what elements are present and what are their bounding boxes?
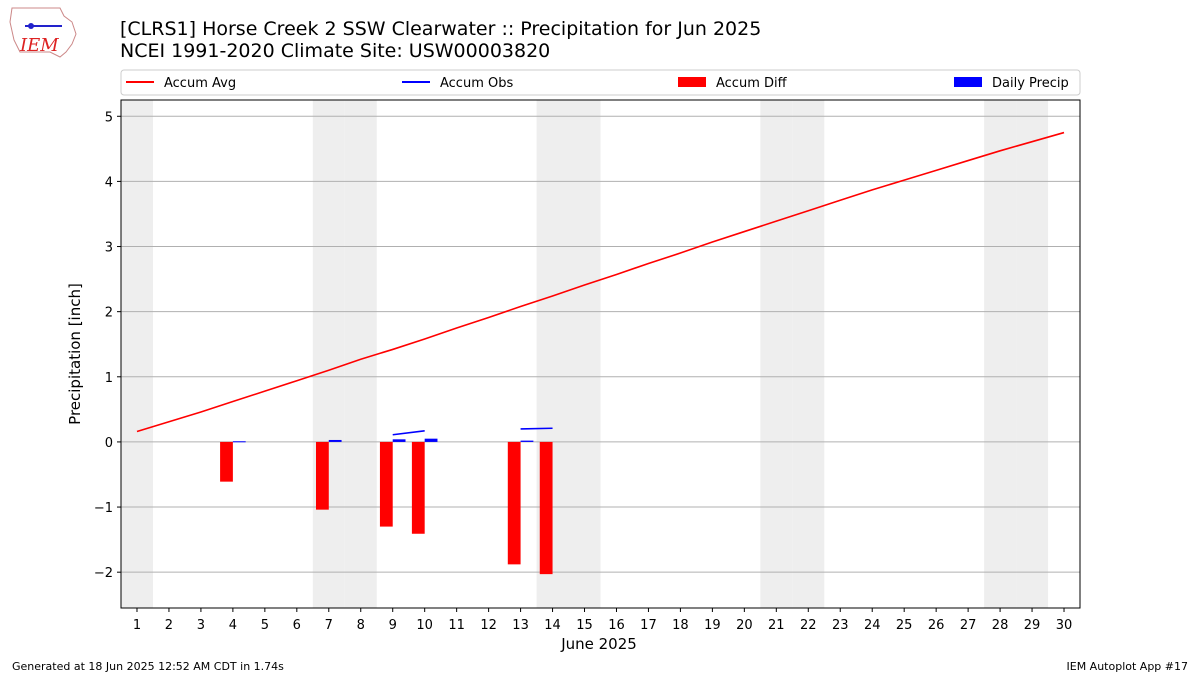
bar xyxy=(379,441,393,527)
bar xyxy=(539,441,553,575)
x-tick-label: 15 xyxy=(576,618,593,633)
bar xyxy=(424,438,438,442)
x-tick-label: 10 xyxy=(416,618,433,633)
legend-swatch xyxy=(678,77,706,87)
footer-left: Generated at 18 Jun 2025 12:52 AM CDT in… xyxy=(12,660,284,673)
footer-right: IEM Autoplot App #17 xyxy=(1067,660,1189,673)
y-tick-label: −2 xyxy=(94,566,113,581)
line-series xyxy=(392,430,425,436)
y-axis-label: Precipitation [inch] xyxy=(66,283,84,425)
x-tick-label: 9 xyxy=(389,618,397,633)
x-tick-label: 25 xyxy=(896,618,913,633)
bar xyxy=(507,441,521,565)
x-tick-label: 12 xyxy=(480,618,497,633)
legend-swatch xyxy=(954,77,982,87)
weekend-shade xyxy=(344,100,377,608)
logo: IEM xyxy=(9,7,77,58)
legend-label: Accum Avg xyxy=(164,76,236,91)
bar xyxy=(328,439,342,442)
legend-label: Accum Diff xyxy=(716,76,788,91)
x-tick-label: 14 xyxy=(544,618,561,633)
bar xyxy=(520,440,534,442)
y-tick-label: 3 xyxy=(105,241,113,256)
legend-label: Daily Precip xyxy=(992,76,1069,91)
legend xyxy=(120,69,1081,96)
logo-outline xyxy=(9,7,77,58)
x-tick-label: 30 xyxy=(1056,618,1073,633)
y-tick-label: 4 xyxy=(105,175,113,190)
x-tick-label: 20 xyxy=(736,618,753,633)
x-tick-label: 23 xyxy=(832,618,849,633)
x-tick-label: 17 xyxy=(640,618,657,633)
plot-frame xyxy=(120,99,1081,609)
x-tick-label: 5 xyxy=(261,618,269,633)
x-tick-label: 11 xyxy=(448,618,465,633)
y-tick-label: 0 xyxy=(105,436,113,451)
bar xyxy=(392,439,406,442)
x-tick-label: 4 xyxy=(229,618,237,633)
chart-subtitle: NCEI 1991-2020 Climate Site: USW00003820 xyxy=(120,40,550,62)
weekend-shade xyxy=(1016,100,1049,608)
y-tick-label: 2 xyxy=(105,306,113,321)
x-tick-label: 16 xyxy=(608,618,625,633)
y-tick-label: −1 xyxy=(94,501,113,516)
weekend-shade xyxy=(792,100,825,608)
weekend-shade xyxy=(984,100,1017,608)
x-tick-label: 27 xyxy=(960,618,977,633)
bar xyxy=(220,441,233,482)
weekend-shade xyxy=(312,100,345,608)
x-tick-label: 28 xyxy=(992,618,1009,633)
x-tick-label: 6 xyxy=(293,618,301,633)
x-tick-label: 13 xyxy=(512,618,529,633)
x-tick-label: 1 xyxy=(133,618,141,633)
legend-label: Accum Obs xyxy=(440,76,513,91)
x-tick-label: 26 xyxy=(928,618,945,633)
x-tick-label: 24 xyxy=(864,618,881,633)
logo-dot xyxy=(28,23,34,29)
x-tick-label: 3 xyxy=(197,618,205,633)
line-series xyxy=(136,131,1065,433)
y-tick-label: 1 xyxy=(105,371,113,386)
x-axis-label: June 2025 xyxy=(560,635,637,653)
weekend-shade xyxy=(760,100,793,608)
x-tick-label: 22 xyxy=(800,618,817,633)
x-tick-label: 7 xyxy=(325,618,333,633)
bar xyxy=(315,441,329,510)
line-series xyxy=(520,427,553,430)
chart-title: [CLRS1] Horse Creek 2 SSW Clearwater :: … xyxy=(120,18,761,40)
x-tick-label: 8 xyxy=(357,618,365,633)
x-tick-label: 19 xyxy=(704,618,721,633)
x-tick-label: 2 xyxy=(165,618,173,633)
y-tick-label: 5 xyxy=(105,110,113,125)
bar xyxy=(232,441,246,443)
weekend-shade xyxy=(121,100,153,608)
x-tick-label: 18 xyxy=(672,618,689,633)
weekend-shade xyxy=(568,100,601,608)
logo-text: IEM xyxy=(19,35,59,56)
x-tick-label: 21 xyxy=(768,618,785,633)
bar xyxy=(411,441,425,534)
x-tick-label: 29 xyxy=(1024,618,1041,633)
